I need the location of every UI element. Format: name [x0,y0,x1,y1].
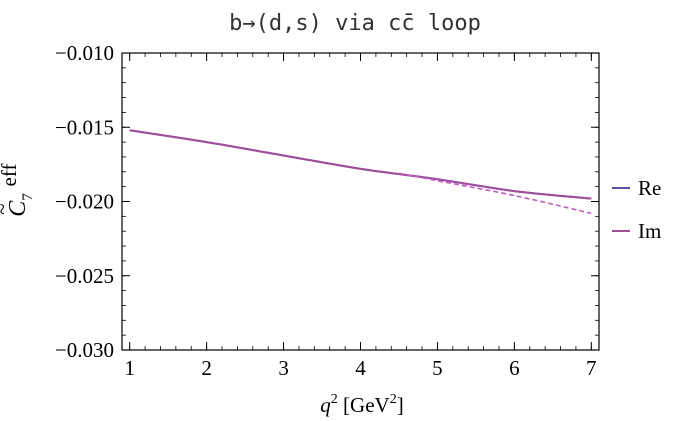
x-tick-label: 5 [432,356,443,380]
x-tick-label: 6 [509,356,520,380]
series-layer [129,129,592,215]
y-label-sub: 7 [20,193,36,201]
y-tick-label: −0.025 [55,264,114,288]
x-tick-label: 2 [201,356,212,380]
legend-label-im: Im [638,219,661,243]
x-tick-label: 7 [586,356,597,380]
x-axis: 1 2 3 4 5 6 7 [124,53,597,380]
y-label-main: C [5,200,31,217]
plot-frame [121,52,600,351]
x-tick-label: 4 [355,356,366,380]
y-axis-label: C7 ~ eff [0,164,36,217]
x-tick-label: 1 [124,356,135,380]
y-tick-label: −0.010 [55,41,114,65]
x-tick-label: 3 [278,356,289,380]
y-label-sup: eff [0,164,21,187]
y-tick-label: −0.015 [55,115,114,139]
plot-border [121,52,600,351]
svg-text:C7: C7 [5,193,36,217]
series-line-im-dashed [398,172,592,215]
y-axis: −0.010 −0.015 −0.020 −0.025 −0.030 [55,41,599,362]
series-line-im [129,129,592,200]
y-tick-label: −0.020 [55,190,114,214]
x-axis-label: q2 [GeV2] [320,392,403,417]
chart-title: b→(d,s) via cc̄ loop [229,11,481,36]
legend: Re Im [612,176,661,243]
y-label-tilde: ~ [0,203,14,214]
legend-label-re: Re [638,176,661,200]
y-tick-label: −0.030 [55,338,114,362]
